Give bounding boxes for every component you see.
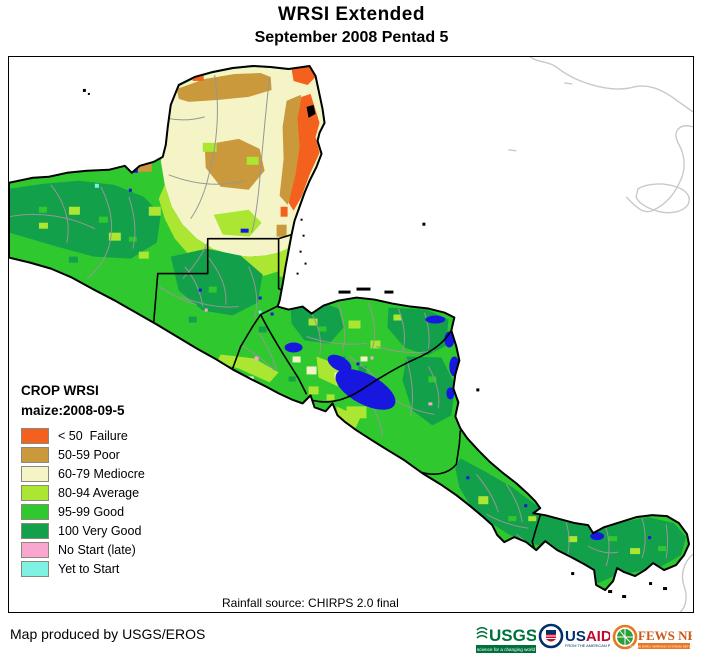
- legend-item: 60-79 Mediocre: [21, 464, 145, 483]
- lake-managua: [327, 354, 352, 373]
- legend-label: 80-94 Average: [58, 485, 140, 500]
- legend-item: 95-99 Good: [21, 502, 145, 521]
- usaid-seal-icon: [538, 623, 564, 649]
- map-frame: CROP WRSI maize:2008-09-5 < 50 Failure 5…: [8, 56, 694, 613]
- legend-label: 95-99 Good: [58, 504, 125, 519]
- fewsnet-logo-text: FEWS NET: [638, 628, 692, 643]
- legend-swatch-poor: [21, 446, 49, 463]
- no-start-pixels: [204, 308, 433, 406]
- legend-item: Yet to Start: [21, 559, 145, 578]
- usgs-logo: USGS science for a changing world: [476, 622, 537, 663]
- legend-label: 50-59 Poor: [58, 447, 120, 462]
- fewsnet-logo: FEWS NET FAMINE EARLY WARNING SYSTEMS NE…: [612, 621, 703, 664]
- map-caption: Rainfall source: CHIRPS 2.0 final: [222, 596, 399, 610]
- usgs-wave-icon: [476, 626, 488, 639]
- legend-item: 80-94 Average: [21, 483, 145, 502]
- country-borders: [151, 233, 542, 549]
- page-subtitle: September 2008 Pentad 5: [254, 29, 449, 46]
- legend-label: 60-79 Mediocre: [58, 466, 145, 481]
- legend-swatch-good: [21, 503, 49, 520]
- footer-credit: Map produced by USGS/EROS: [10, 626, 206, 642]
- legend-swatch-failure: [21, 427, 49, 444]
- legend-swatch-average: [21, 484, 49, 501]
- legend-swatch-no-start: [21, 541, 49, 558]
- legend-label: No Start (late): [58, 542, 136, 557]
- yet-to-start-pixels: [94, 183, 262, 314]
- legend: CROP WRSI maize:2008-09-5 < 50 Failure 5…: [21, 381, 145, 578]
- legend-swatch-very-good: [21, 522, 49, 539]
- map-svg: [9, 57, 693, 612]
- legend-item: No Start (late): [21, 540, 145, 559]
- usaid-logo: USAID FROM THE AMERICAN PEOPLE: [538, 621, 624, 664]
- lake-nicaragua: [335, 369, 396, 410]
- legend-title: CROP WRSI: [21, 383, 99, 398]
- legend-subtitle: maize:2008-09-5: [21, 403, 125, 418]
- fewsnet-globe-icon: [612, 624, 638, 650]
- fewsnet-tagline: FAMINE EARLY WARNING SYSTEMS NETWORK: [630, 644, 692, 648]
- legend-swatch-mediocre: [21, 465, 49, 482]
- legend-label: 100 Very Good: [58, 523, 142, 538]
- legend-label: < 50 Failure: [58, 428, 128, 443]
- usgs-logo-text: USGS: [489, 626, 536, 645]
- legend-item: 50-59 Poor: [21, 445, 145, 464]
- page-title: WRSI Extended: [278, 4, 425, 25]
- legend-swatch-yet-to-start: [21, 560, 49, 577]
- usgs-tagline: science for a changing world: [477, 647, 536, 652]
- legend-item: < 50 Failure: [21, 426, 145, 445]
- usaid-logo-text: USAID: [565, 628, 610, 645]
- usaid-tagline: FROM THE AMERICAN PEOPLE: [565, 643, 610, 648]
- admin-boundaries: [9, 74, 669, 567]
- legend-item: 100 Very Good: [21, 521, 145, 540]
- legend-label: Yet to Start: [58, 561, 120, 576]
- islands: [82, 88, 668, 599]
- neighbor-outlines: [508, 57, 693, 612]
- wrsi-class-regions: [9, 65, 687, 584]
